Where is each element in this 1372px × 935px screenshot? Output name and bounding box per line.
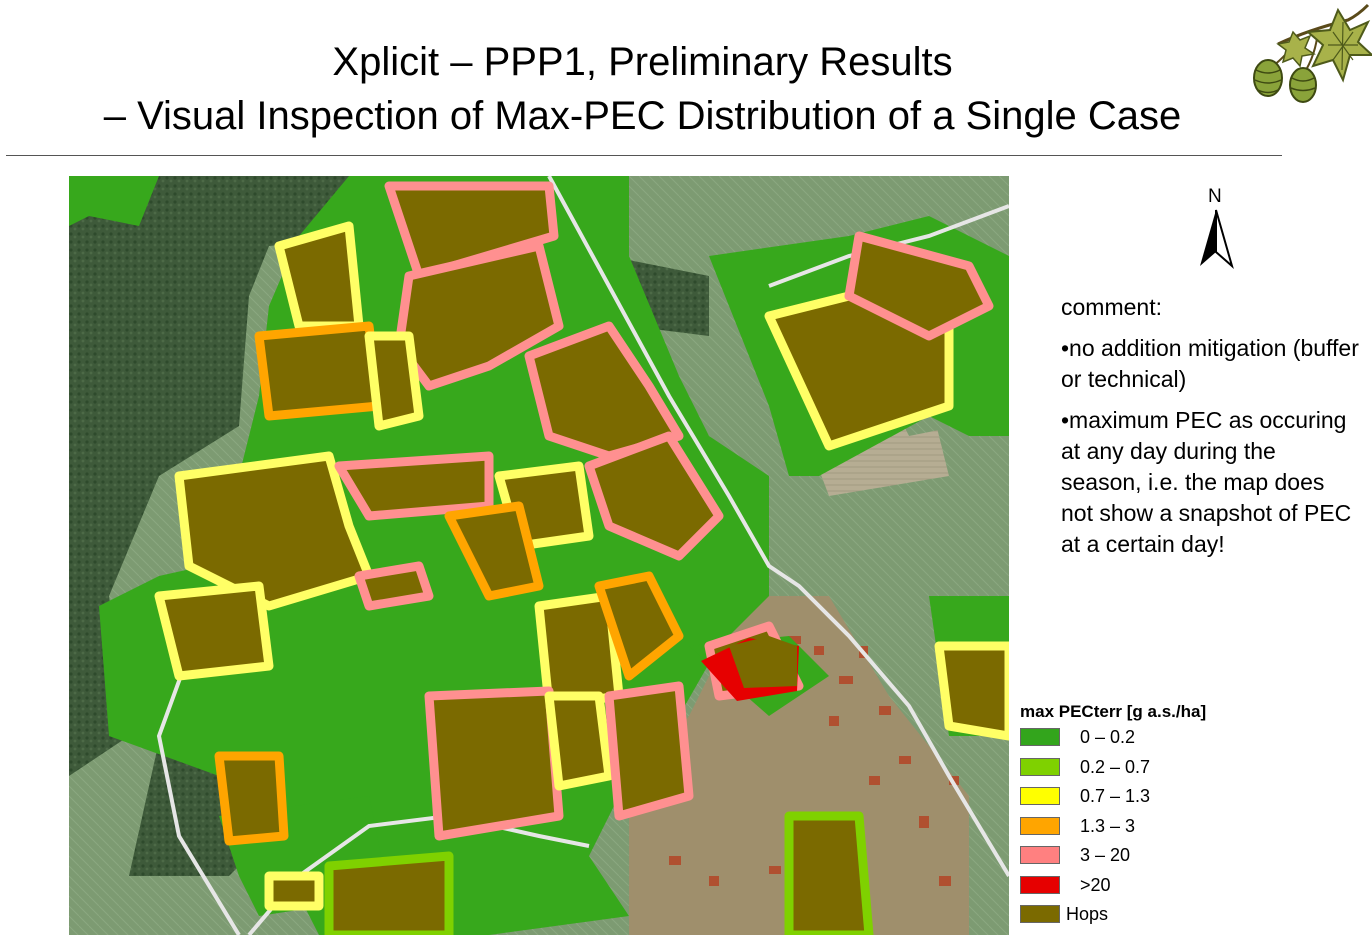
legend-item: 3 – 20 xyxy=(1020,842,1260,872)
legend-item: >20 xyxy=(1020,872,1260,902)
north-arrow-icon xyxy=(1200,209,1234,269)
comment-panel: comment: •no addition mitigation (buffer… xyxy=(1061,292,1361,570)
legend-swatch xyxy=(1020,728,1060,746)
slide-title-line-2: – Visual Inspection of Max-PEC Distribut… xyxy=(103,94,1182,138)
comment-bullet-max-pec: •maximum PEC as occuring at any day duri… xyxy=(1061,407,1352,557)
legend-swatch xyxy=(1020,905,1060,923)
map-canvas xyxy=(69,176,1009,935)
forest-west xyxy=(69,176,389,776)
legend-item: 0.2 – 0.7 xyxy=(1020,754,1260,784)
legend-label: 1.3 – 3 xyxy=(1080,815,1136,836)
legend-label: 0 – 0.2 xyxy=(1080,727,1136,747)
legend-swatch xyxy=(1020,875,1060,894)
legend-title: max PECterr [g a.s./ha] xyxy=(1020,702,1207,721)
legend-item: 0.7 – 1.3 xyxy=(1020,783,1260,813)
village-roofs xyxy=(669,636,959,904)
legend-swatch xyxy=(1020,846,1060,864)
legend-label: >20 xyxy=(1080,874,1111,895)
legend-label: 0.2 – 0.7 xyxy=(1080,756,1151,777)
legend-label: 3 – 20 xyxy=(1080,845,1131,865)
legend-item: 1.3 – 3 xyxy=(1020,813,1260,843)
comment-bullet-mitigation: •no addition mitigation (buffer or techn… xyxy=(1061,335,1359,392)
legend-swatch xyxy=(1020,757,1060,776)
map-legend: max PECterr [g a.s./ha] 0 – 0.2 0.2 – 0.… xyxy=(1020,700,1260,931)
legend-item: Hops xyxy=(1020,901,1260,931)
legend-item: 0 – 0.2 xyxy=(1020,724,1260,754)
legend-label: 0.7 – 1.3 xyxy=(1080,786,1151,806)
hops-logo xyxy=(1253,3,1372,103)
title-divider xyxy=(6,155,1282,156)
pec-distribution-map xyxy=(69,176,1009,935)
north-label: N xyxy=(1208,186,1222,207)
slide-title-line-1: Xplicit – PPP1, Preliminary Results xyxy=(332,40,953,84)
hop-fields xyxy=(154,181,1009,935)
legend-swatch xyxy=(1020,787,1060,805)
legend-label: Hops xyxy=(1066,904,1109,924)
comment-heading: comment: xyxy=(1061,294,1162,320)
legend-swatch xyxy=(1020,816,1060,835)
